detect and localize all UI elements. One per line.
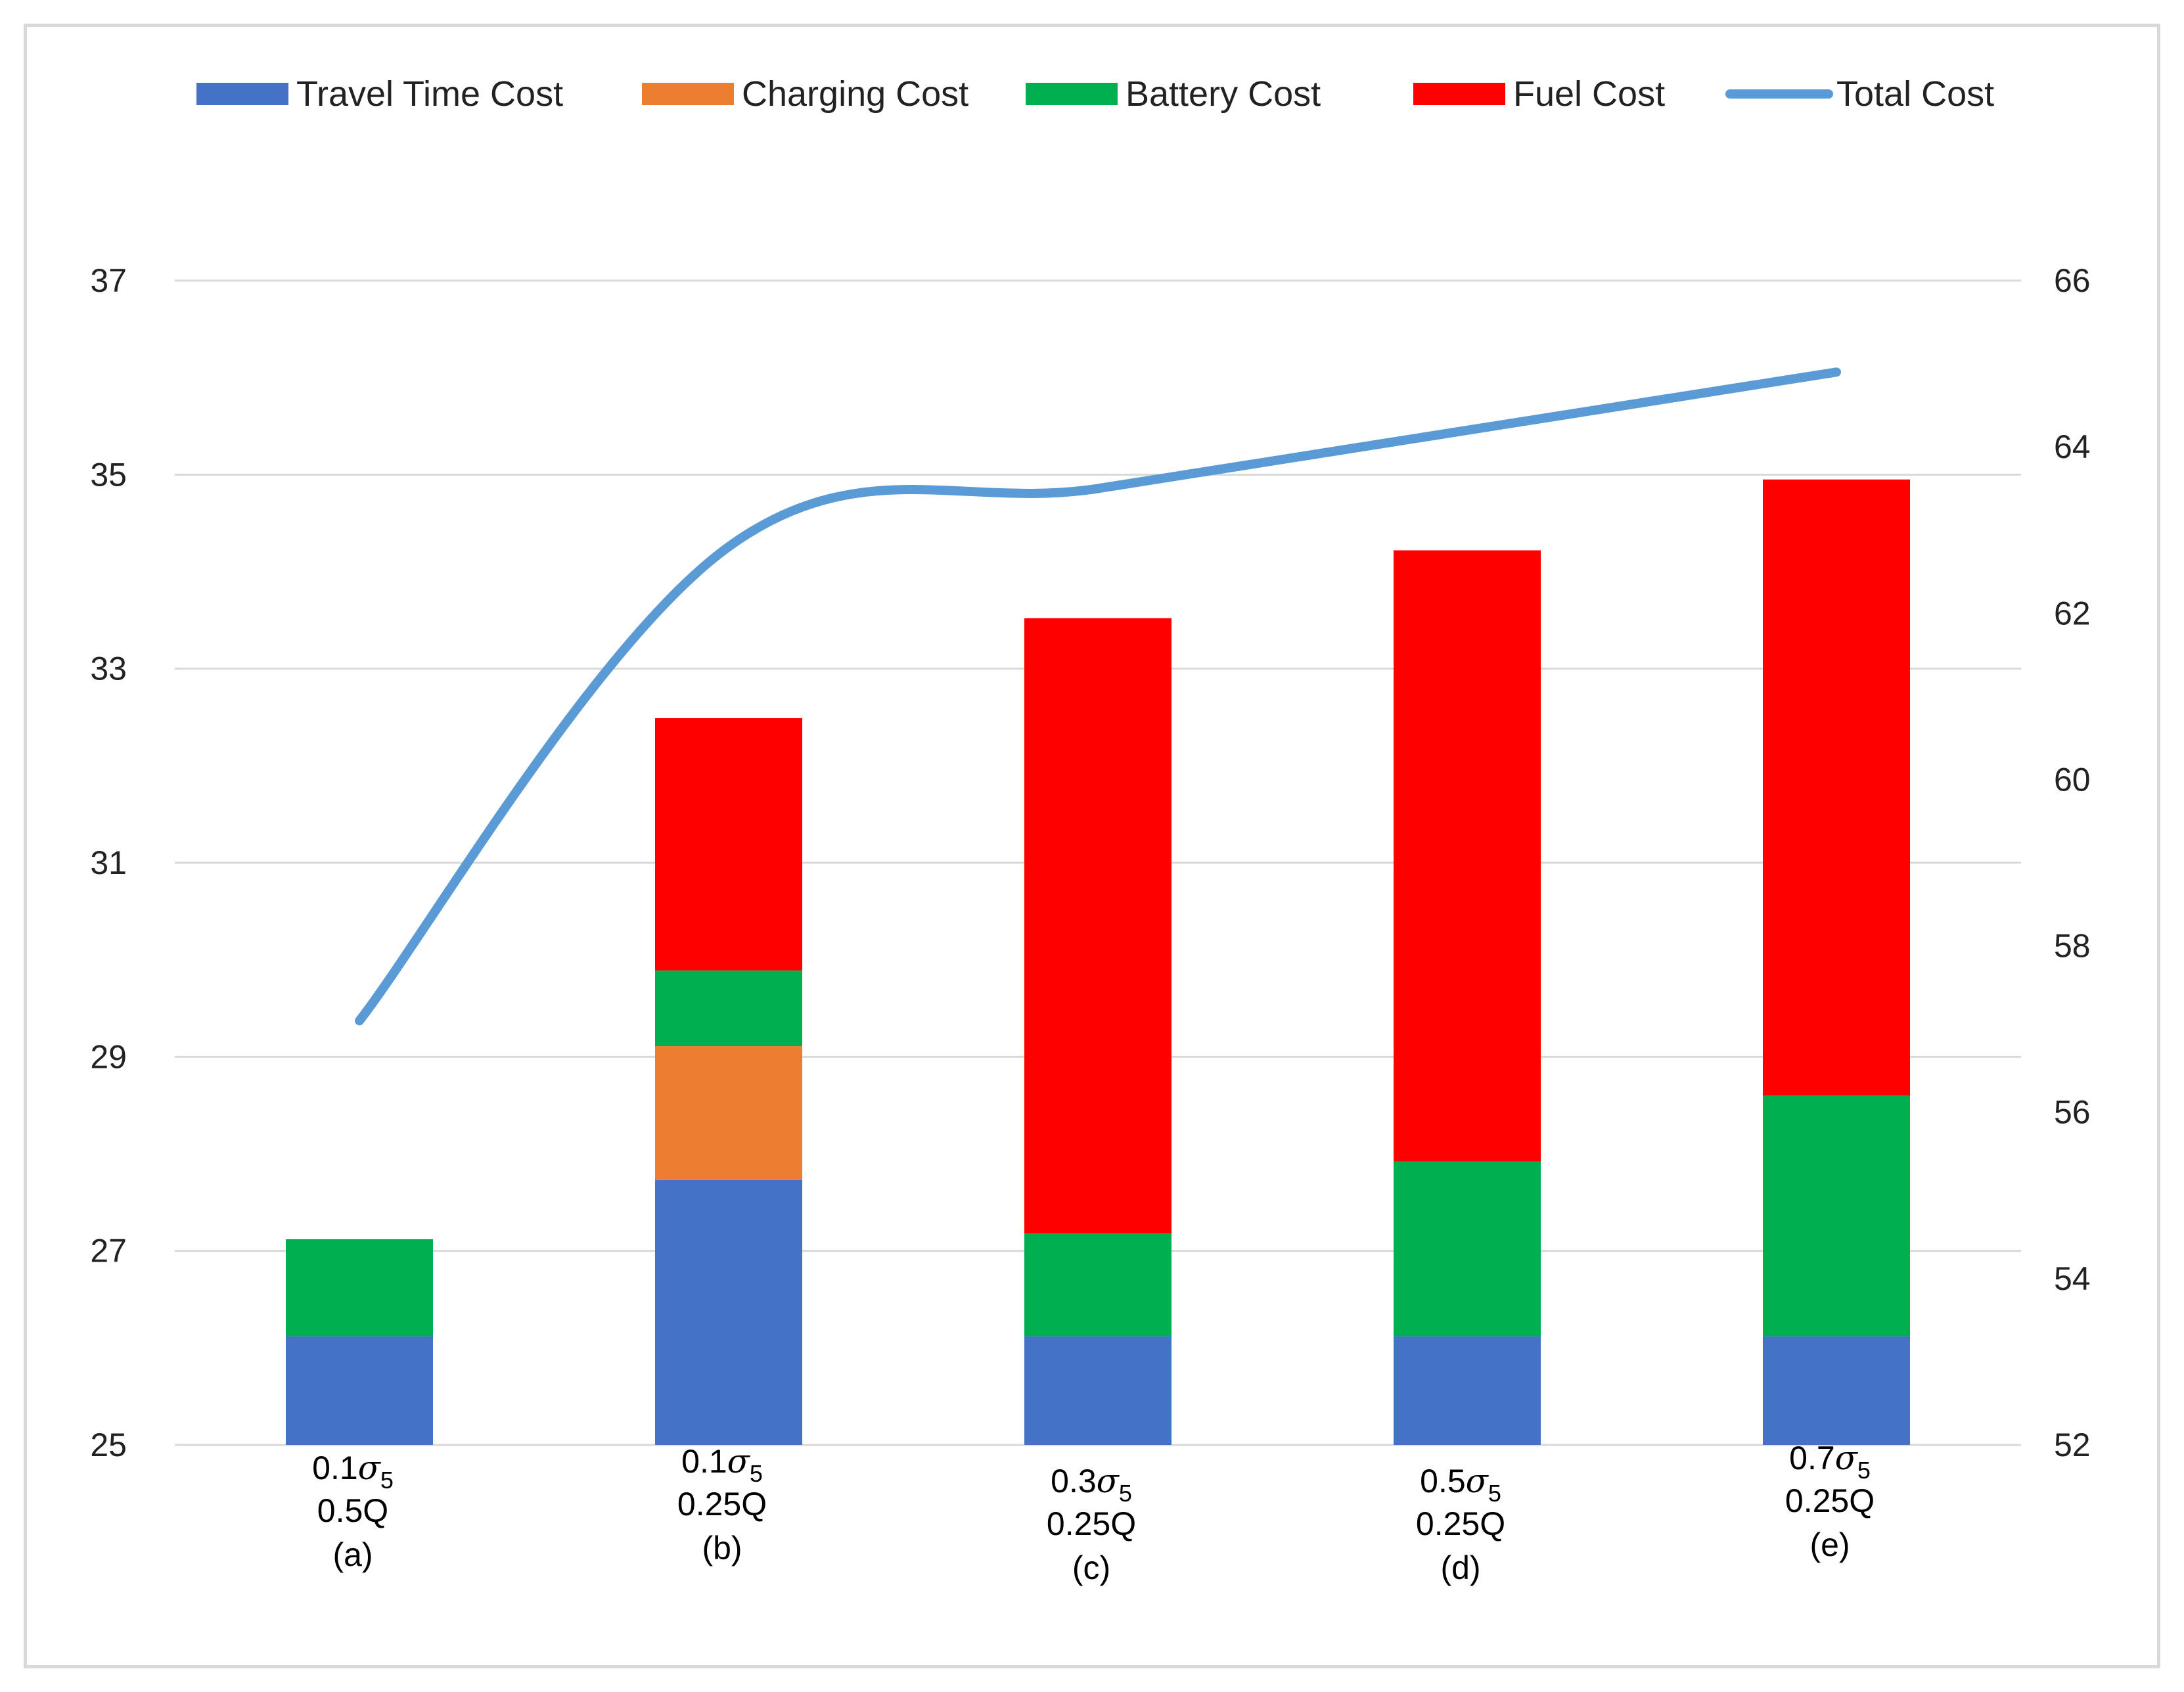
- bar-travel-time: [1024, 1336, 1172, 1445]
- category-label-line2: 0.25Q: [677, 1486, 767, 1522]
- right-axis: 52 54 56 58 60 62 64 66: [2054, 262, 2091, 1463]
- legend: Travel Time Cost Charging Cost Battery Cos…: [196, 74, 1994, 114]
- legend-label-charging: Charging Cost: [742, 74, 968, 114]
- total-cost-line-path: [355, 367, 1841, 1026]
- bar-fuel: [1024, 618, 1172, 1234]
- category-label-line3: (b): [702, 1530, 742, 1566]
- bar-battery: [286, 1239, 433, 1337]
- right-tick-label: 64: [2054, 428, 2091, 465]
- legend-label-total: Total Cost: [1836, 74, 1994, 114]
- legend-swatch-fuel: [1413, 83, 1505, 105]
- right-tick-label: 60: [2054, 761, 2091, 798]
- category-label-line1: 0.1σ5: [681, 1442, 763, 1487]
- category-label-line3: (a): [332, 1536, 373, 1573]
- bar-travel-time: [286, 1336, 433, 1445]
- category-label-line1: 0.1σ5: [312, 1449, 394, 1494]
- legend-label-battery: Battery Cost: [1126, 74, 1321, 114]
- category-labels: 0.1σ50.5Q(a)0.1σ50.25Q(b)0.3σ50.25Q(c)0.…: [312, 1439, 1875, 1586]
- right-tick-label: 58: [2054, 928, 2091, 965]
- bar-battery: [1763, 1095, 1910, 1337]
- right-tick-label: 62: [2054, 595, 2091, 631]
- right-tick-label: 52: [2054, 1427, 2091, 1463]
- bar-fuel: [1763, 479, 1910, 1096]
- left-tick-label: 33: [90, 651, 127, 687]
- legend-swatch-charging: [642, 83, 734, 105]
- left-tick-label: 37: [90, 262, 127, 299]
- bar-travel-time: [655, 1179, 802, 1445]
- legend-swatch-battery: [1026, 83, 1118, 105]
- category-label-line2: 0.25Q: [1047, 1505, 1136, 1542]
- total-cost-line: [355, 367, 1841, 1026]
- category-label-line1: 0.5σ5: [1420, 1462, 1501, 1507]
- bar-battery: [1394, 1161, 1541, 1337]
- bar-battery: [1024, 1233, 1172, 1337]
- category-label-line1: 0.7σ5: [1789, 1439, 1871, 1484]
- left-tick-label: 27: [90, 1233, 127, 1269]
- legend-label-travel-time: Travel Time Cost: [296, 74, 563, 114]
- category-label-line1: 0.3σ5: [1051, 1462, 1132, 1507]
- bar-charging: [655, 1046, 802, 1180]
- left-tick-label: 25: [90, 1427, 127, 1463]
- bars: [286, 479, 1910, 1445]
- right-tick-label: 66: [2054, 262, 2091, 299]
- bar-fuel: [655, 718, 802, 971]
- bar-travel-time: [1394, 1336, 1541, 1445]
- bar-battery: [655, 970, 802, 1047]
- category-label-line3: (e): [1809, 1526, 1850, 1563]
- left-axis: 25 27 29 31 33 35 37: [90, 262, 127, 1463]
- right-tick-label: 56: [2054, 1094, 2091, 1131]
- left-tick-label: 35: [90, 456, 127, 493]
- category-label-line3: (d): [1440, 1549, 1480, 1586]
- category-label-line2: 0.5Q: [317, 1492, 388, 1529]
- bar-fuel: [1394, 550, 1541, 1162]
- right-tick-label: 54: [2054, 1260, 2091, 1297]
- left-tick-label: 31: [90, 844, 127, 881]
- legend-label-fuel: Fuel Cost: [1513, 74, 1665, 114]
- category-label-line3: (c): [1072, 1549, 1110, 1586]
- chart-frame: 25 27 29 31 33 35 37 52 54 56 58 60 62 64 66 0.1σ5 0.5…: [24, 24, 2160, 1668]
- category-label-line2: 0.25Q: [1416, 1505, 1505, 1542]
- category-label-line2: 0.25Q: [1785, 1482, 1875, 1519]
- bar-travel-time: [1763, 1336, 1910, 1445]
- legend-swatch-travel-time: [196, 83, 288, 105]
- left-tick-label: 29: [90, 1038, 127, 1075]
